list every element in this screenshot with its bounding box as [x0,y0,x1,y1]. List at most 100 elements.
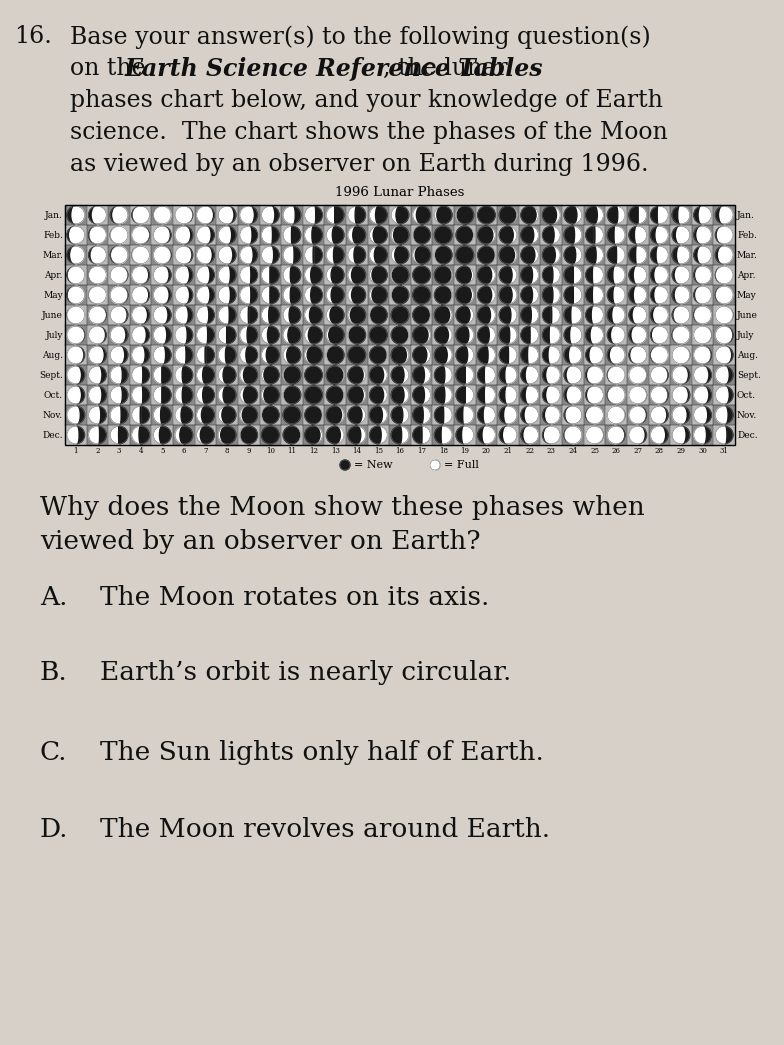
Circle shape [694,387,711,403]
Wedge shape [465,426,474,444]
Ellipse shape [568,366,579,384]
Wedge shape [154,306,162,324]
Circle shape [564,247,582,263]
Bar [627,225,648,245]
Wedge shape [348,247,357,263]
Bar [670,225,691,245]
Ellipse shape [114,326,125,344]
Circle shape [240,387,257,403]
Circle shape [608,346,625,364]
Bar [86,325,108,345]
Bar [605,325,627,345]
Wedge shape [608,426,616,444]
Circle shape [132,247,150,263]
Bar [476,365,497,385]
Wedge shape [681,247,690,263]
Circle shape [629,346,647,364]
Circle shape [240,326,257,344]
Bar [238,205,260,225]
Ellipse shape [613,306,619,324]
Wedge shape [89,326,97,344]
Circle shape [543,326,560,344]
Text: 3: 3 [117,447,122,455]
Wedge shape [637,346,647,364]
Wedge shape [336,366,344,384]
Bar [346,265,368,285]
Circle shape [629,286,647,304]
Circle shape [175,266,193,284]
Wedge shape [724,266,733,284]
Circle shape [262,247,279,263]
Circle shape [499,286,517,304]
Ellipse shape [677,426,684,444]
Wedge shape [681,226,690,243]
Bar [562,345,584,365]
Circle shape [456,366,474,384]
Ellipse shape [436,266,451,284]
Bar [605,345,627,365]
Ellipse shape [268,247,272,263]
Circle shape [154,326,171,344]
Circle shape [240,206,257,224]
Bar [713,345,735,365]
Circle shape [348,387,365,403]
Wedge shape [530,366,539,384]
Ellipse shape [457,206,473,224]
Wedge shape [197,206,205,224]
Bar [519,305,540,325]
Circle shape [67,286,85,304]
Wedge shape [637,266,647,284]
Wedge shape [586,426,594,444]
Ellipse shape [572,266,573,284]
Ellipse shape [633,306,642,324]
Text: Apr.: Apr. [45,271,63,279]
Wedge shape [486,426,495,444]
Bar [389,285,411,305]
Ellipse shape [199,206,212,224]
Circle shape [715,266,733,284]
Bar [691,345,713,365]
Circle shape [430,460,440,470]
Ellipse shape [676,286,687,304]
Ellipse shape [227,306,228,324]
Ellipse shape [611,346,622,364]
Ellipse shape [112,247,126,263]
Circle shape [283,266,301,284]
Bar [108,245,130,265]
Wedge shape [422,306,430,324]
Wedge shape [326,286,336,304]
Wedge shape [702,226,711,243]
Bar [584,285,605,305]
Wedge shape [530,426,539,444]
Circle shape [499,326,517,344]
Ellipse shape [245,206,253,224]
Bar [238,425,260,445]
Wedge shape [357,407,365,424]
Circle shape [456,286,474,304]
Bar [303,245,325,265]
Ellipse shape [333,247,337,263]
Circle shape [608,286,625,304]
Ellipse shape [608,366,624,384]
Bar [108,225,130,245]
Wedge shape [262,266,270,284]
Text: 30: 30 [698,447,707,455]
Circle shape [521,266,539,284]
Wedge shape [637,306,647,324]
Wedge shape [336,387,344,403]
Ellipse shape [463,426,466,444]
Bar [260,325,281,345]
Circle shape [456,206,474,224]
Bar [368,265,389,285]
Wedge shape [197,326,205,344]
Wedge shape [573,407,582,424]
Wedge shape [111,346,119,364]
Ellipse shape [70,226,82,243]
Bar [540,365,562,385]
Circle shape [608,306,625,324]
Wedge shape [465,366,474,384]
Ellipse shape [68,326,84,344]
Bar [130,385,151,405]
Circle shape [543,366,560,384]
Wedge shape [594,247,604,263]
